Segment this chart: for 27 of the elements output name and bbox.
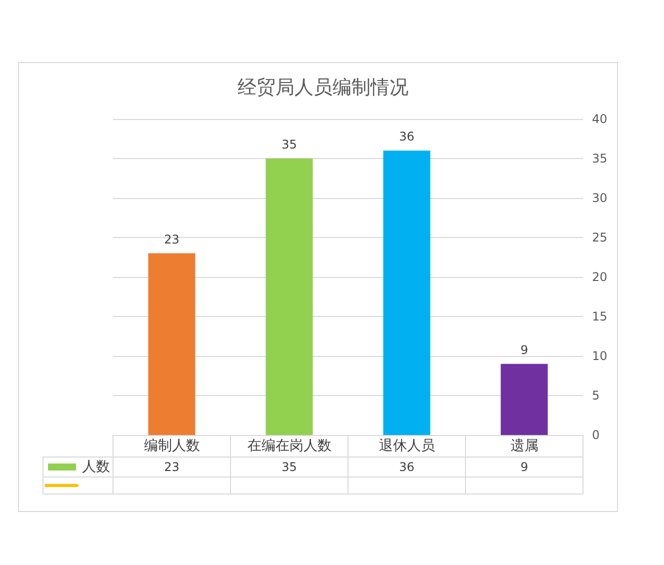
annotation: 36: [399, 130, 414, 144]
y-tick-label: 35: [592, 152, 608, 166]
y-tick-label: 40: [592, 112, 608, 126]
y-tick-label: 25: [592, 230, 608, 244]
annotation: 35: [282, 138, 297, 152]
annotation: 9: [520, 342, 528, 357]
bar: [500, 364, 548, 435]
legend-label: 人数: [82, 459, 110, 475]
bar: [148, 253, 196, 435]
data-label: 23: [164, 460, 180, 474]
y-tick-label: 10: [592, 349, 608, 363]
annotation: 23: [164, 232, 180, 246]
data-label: 9: [520, 460, 528, 474]
bar: [266, 158, 313, 435]
data-label: 36: [399, 460, 414, 474]
y-tick-label: 20: [592, 270, 608, 284]
y-tick-label: 15: [592, 310, 608, 324]
x-tick-label: 编制人数: [144, 438, 200, 454]
y-tick-label: 30: [592, 191, 608, 205]
x-tick-label: 在编在岗人数: [247, 438, 332, 454]
x-tick-label: 遗属: [510, 438, 538, 454]
bar: [383, 150, 430, 435]
chart-title: 经贸局人员编制情况: [238, 76, 408, 98]
y-tick-label: 5: [592, 388, 600, 402]
data-label: 35: [282, 460, 297, 474]
y-tick-label: 0: [592, 428, 600, 442]
x-tick-label: 退休人员: [378, 438, 435, 454]
